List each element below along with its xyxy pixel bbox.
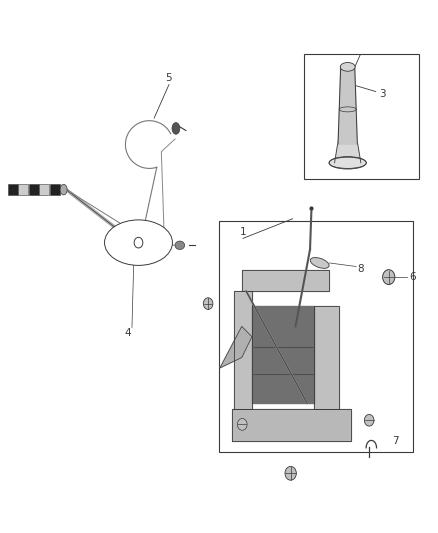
Ellipse shape [172,123,180,134]
Ellipse shape [329,157,366,169]
Circle shape [134,237,143,248]
Ellipse shape [115,227,162,259]
Text: 5: 5 [166,73,172,83]
Polygon shape [252,305,314,403]
Text: 1: 1 [240,227,246,237]
Circle shape [203,298,213,310]
Polygon shape [335,142,361,163]
Bar [18,184,28,196]
Circle shape [285,466,297,480]
Bar [39,184,49,196]
Polygon shape [314,305,339,409]
Bar [8,184,18,196]
Bar [49,184,60,196]
Polygon shape [220,326,252,368]
Circle shape [237,418,247,430]
Bar [219,221,413,452]
Polygon shape [232,409,351,441]
Circle shape [383,270,395,285]
Text: 7: 7 [392,437,399,447]
Text: 4: 4 [124,328,131,338]
Bar [304,54,419,179]
Ellipse shape [105,220,173,265]
Polygon shape [338,67,357,144]
Ellipse shape [340,62,355,71]
Text: 6: 6 [410,272,416,282]
Text: 2: 2 [342,78,349,88]
Ellipse shape [175,241,185,249]
Text: 3: 3 [379,89,385,99]
Polygon shape [242,270,329,291]
Text: 8: 8 [357,264,364,274]
Circle shape [364,415,374,426]
Polygon shape [234,291,252,409]
Ellipse shape [110,223,167,262]
Bar [29,184,39,196]
Ellipse shape [310,257,329,268]
Ellipse shape [60,184,67,195]
